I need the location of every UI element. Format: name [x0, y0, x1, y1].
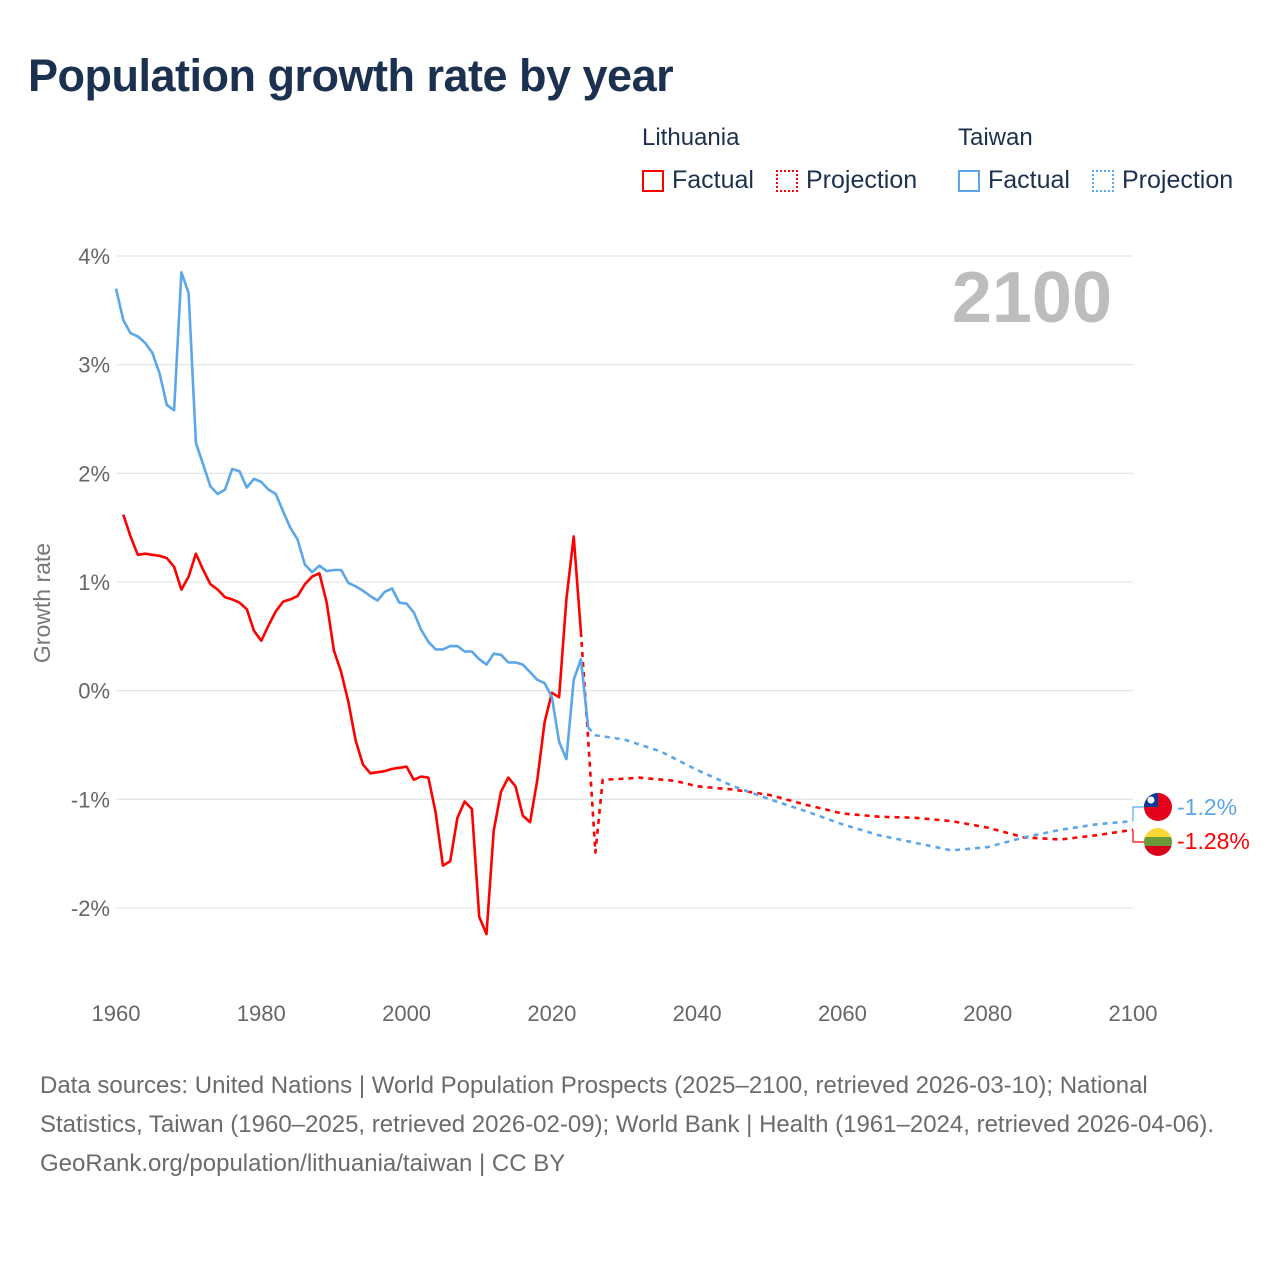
x-tick-label: 2000 — [382, 1001, 431, 1026]
y-axis-label: Growth rate — [29, 543, 55, 663]
legend-swatch-dotted-icon — [776, 169, 798, 192]
y-tick-label: 0% — [78, 679, 110, 704]
chart-title: Population growth rate by year — [28, 50, 674, 101]
credit-link[interactable]: GeoRank.org/population/lithuania/taiwan … — [40, 1150, 566, 1177]
legend-swatch-solid-icon — [642, 169, 664, 192]
x-tick-label: 2100 — [1109, 1001, 1158, 1026]
legend-label: Projection — [806, 166, 918, 194]
lithuania-connector — [1132, 830, 1145, 843]
legend-taiwan-projection[interactable]: Projection — [1092, 166, 1233, 195]
x-tick-label: 1980 — [237, 1001, 286, 1026]
y-tick-label: 2% — [78, 461, 110, 486]
lithuania-flag-icon — [1144, 828, 1172, 856]
lithuania-projection-line — [579, 631, 1134, 854]
x-tick-label: 2040 — [673, 1001, 722, 1026]
legend-lithuania-factual[interactable]: Factual — [642, 166, 754, 195]
legend-swatch-solid-icon — [958, 169, 980, 192]
year-label: 2100 — [952, 258, 1112, 338]
legend-label: Factual — [672, 166, 754, 194]
taiwan-connector — [1132, 806, 1145, 821]
lithuania-end-label: -1.28% — [1177, 828, 1250, 854]
taiwan-factual-line — [114, 271, 590, 761]
footer: Data sources: United Nations | World Pop… — [40, 1066, 1250, 1183]
lithuania-factual-line — [122, 514, 583, 936]
legend-lithuania-projection[interactable]: Projection — [776, 166, 917, 195]
legend-group-taiwan: Taiwan — [958, 124, 1033, 151]
x-tick-label: 2080 — [963, 1001, 1012, 1026]
x-tick-label: 2020 — [527, 1001, 576, 1026]
legend-group-lithuania: Lithuania — [642, 124, 740, 151]
legend-swatch-dotted-icon — [1092, 169, 1114, 192]
y-tick-label: 4% — [78, 244, 110, 269]
taiwan-projection-line — [587, 726, 1134, 852]
legend-taiwan-factual[interactable]: Factual — [958, 166, 1070, 195]
y-tick-label: -2% — [71, 896, 110, 921]
line-chart: 4% 3% 2% 1% 0% -1% -2% 1960 1980 2000 2020 2040 2060… — [29, 244, 1250, 1026]
y-tick-label: -1% — [71, 787, 110, 812]
taiwan-flag-icon — [1144, 793, 1172, 821]
x-tick-label: 2060 — [818, 1001, 867, 1026]
y-tick-label: 3% — [78, 353, 110, 378]
data-sources: Data sources: United Nations | World Pop… — [40, 1072, 1215, 1138]
y-tick-label: 1% — [78, 570, 110, 595]
x-tick-label: 1960 — [92, 1001, 141, 1026]
legend-label: Factual — [988, 166, 1070, 194]
taiwan-end-label: -1.2% — [1177, 794, 1237, 820]
legend-label: Projection — [1122, 166, 1234, 194]
